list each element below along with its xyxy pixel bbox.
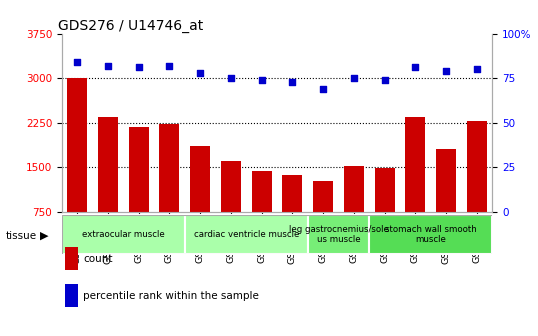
Point [472, 67, 481, 72]
Bar [67, 78, 87, 212]
Bar [62, 215, 185, 254]
Bar [374, 168, 395, 212]
Point [104, 63, 112, 68]
Point [442, 68, 450, 74]
Bar [98, 117, 118, 212]
Text: extraocular muscle: extraocular muscle [82, 230, 165, 239]
Text: tissue: tissue [5, 231, 37, 241]
Bar [467, 121, 487, 212]
Text: stomach wall smooth
muscle: stomach wall smooth muscle [385, 225, 477, 244]
Point [134, 65, 143, 70]
Bar [252, 171, 272, 212]
Text: ▶: ▶ [40, 231, 49, 241]
Text: GDS276 / U14746_at: GDS276 / U14746_at [58, 18, 203, 33]
Point [411, 65, 420, 70]
Point [226, 76, 235, 81]
Bar [308, 215, 369, 254]
Text: percentile rank within the sample: percentile rank within the sample [83, 291, 259, 301]
Bar [190, 146, 210, 212]
Bar [313, 181, 333, 212]
Text: leg gastrocnemius/sole
us muscle: leg gastrocnemius/sole us muscle [288, 225, 388, 244]
Bar [406, 117, 426, 212]
Bar [436, 149, 456, 212]
Point [73, 59, 82, 65]
Bar [282, 175, 302, 212]
Point [257, 77, 266, 83]
Bar [344, 166, 364, 212]
Point [319, 86, 328, 91]
Point [165, 63, 174, 68]
Bar [369, 215, 492, 254]
Bar [185, 215, 308, 254]
Point [288, 79, 297, 84]
Point [380, 77, 389, 83]
Bar [221, 161, 241, 212]
Point [350, 76, 358, 81]
Bar [159, 124, 180, 212]
Text: count: count [83, 254, 113, 264]
Text: cardiac ventricle muscle: cardiac ventricle muscle [194, 230, 299, 239]
Point [196, 70, 204, 76]
Bar [129, 127, 148, 212]
